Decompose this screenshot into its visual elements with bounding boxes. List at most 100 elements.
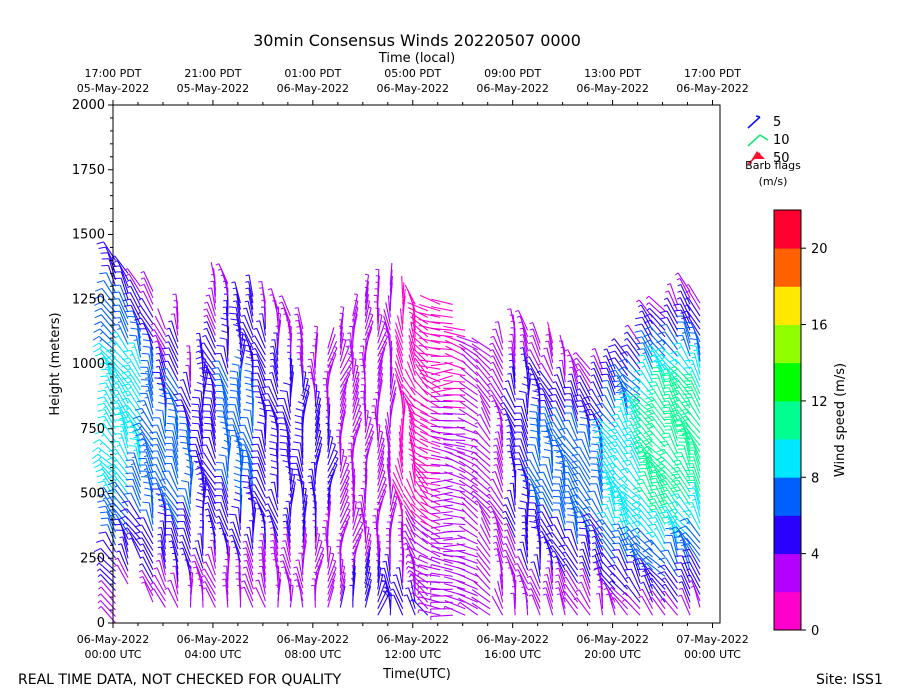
barb-feather	[195, 356, 203, 360]
barb-feather	[120, 410, 128, 415]
barb-staff	[389, 483, 394, 506]
barb-half-feather	[101, 433, 105, 437]
barb-staff	[402, 295, 406, 318]
barb-staff	[532, 322, 541, 344]
barb-staff	[420, 494, 441, 506]
barb-staff	[389, 379, 396, 402]
barb-half-feather	[207, 546, 212, 549]
wind-barb	[292, 573, 304, 595]
wind-barb	[256, 320, 266, 343]
wind-barb	[443, 530, 466, 533]
wind-barb	[457, 561, 478, 571]
barb-feather	[269, 453, 278, 457]
wind-barb	[347, 332, 354, 355]
barb-feather	[529, 423, 538, 426]
wind-barb	[308, 481, 316, 504]
wind-barb	[385, 302, 391, 324]
barb-half-feather	[519, 340, 524, 343]
barb-half-feather	[113, 472, 117, 476]
wind-barb	[408, 415, 429, 428]
barb-staff	[273, 540, 279, 563]
barb-staff	[389, 276, 394, 299]
barb-half-feather	[217, 268, 222, 271]
barb-half-feather	[242, 547, 247, 550]
barb-half-feather	[270, 552, 275, 555]
barb-staff	[302, 495, 308, 517]
barb-staff	[157, 450, 166, 472]
barb-staff	[408, 409, 429, 422]
barb-staff	[107, 524, 117, 546]
barb-staff	[208, 294, 216, 317]
barb-staff	[352, 385, 360, 407]
barb-staff	[245, 541, 254, 563]
wind-barb	[339, 501, 351, 524]
wind-barb	[247, 490, 266, 511]
barb-staff	[156, 567, 166, 589]
wind-barb	[176, 508, 191, 530]
barb-half-feather	[545, 567, 550, 569]
wind-barb	[360, 345, 366, 368]
barb-staff	[120, 433, 129, 455]
barb-feather	[110, 518, 119, 521]
barb-staff	[496, 535, 504, 558]
barb-staff	[156, 444, 166, 466]
barb-half-feather	[538, 362, 542, 366]
barb-staff	[339, 373, 351, 395]
barb-staff	[395, 322, 404, 344]
barb-staff	[404, 284, 416, 305]
barb-staff	[389, 366, 393, 389]
barb-half-feather	[268, 520, 273, 523]
barb-staff	[250, 410, 254, 433]
wind-barb	[271, 339, 279, 362]
barb-staff	[404, 511, 416, 532]
barb-staff	[407, 301, 428, 312]
barb-half-feather	[493, 548, 498, 550]
barb-staff	[227, 436, 232, 459]
barb-staff	[481, 407, 491, 428]
wind-barb	[443, 325, 466, 331]
barb-staff	[352, 412, 363, 433]
barb-half-feather	[255, 579, 259, 582]
barb-half-feather	[506, 444, 511, 447]
barb-half-feather	[168, 540, 173, 543]
barb-staff	[339, 572, 346, 595]
barb-staff	[364, 573, 372, 595]
barb-staff	[443, 399, 466, 403]
barb-feather	[94, 295, 102, 300]
barb-staff	[536, 425, 541, 447]
barb-staff	[522, 334, 529, 357]
barb-feather	[96, 280, 105, 284]
barb-staff	[457, 593, 478, 603]
barb-staff	[273, 533, 279, 556]
barb-staff	[175, 294, 179, 317]
barb-staff	[143, 517, 154, 538]
barb-feather	[157, 485, 165, 490]
barb-staff	[377, 322, 386, 344]
wind-barb	[486, 500, 504, 519]
barb-staff	[125, 522, 141, 540]
wind-barb	[245, 274, 254, 297]
barb-staff	[511, 340, 516, 363]
barb-staff	[364, 559, 371, 582]
barb-staff	[139, 415, 154, 435]
wind-barb	[157, 492, 179, 511]
barb-staff	[418, 318, 441, 325]
barb-staff	[327, 553, 335, 576]
barb-staff	[352, 358, 357, 381]
barb-feather	[231, 363, 240, 366]
barb-half-feather	[138, 563, 143, 566]
wind-barb	[457, 587, 478, 597]
barb-staff	[430, 406, 453, 409]
barb-staff	[302, 533, 308, 556]
wind-barb	[486, 493, 504, 512]
wind-barbs	[91, 241, 701, 624]
wind-barb	[386, 521, 391, 545]
wind-barb	[419, 418, 441, 428]
barb-staff	[145, 509, 154, 532]
wind-barb	[158, 498, 179, 518]
barb-staff	[220, 353, 229, 375]
wind-barb	[528, 502, 541, 525]
barb-staff	[248, 294, 254, 317]
wind-barb	[213, 501, 229, 524]
barb-half-feather	[519, 334, 524, 336]
